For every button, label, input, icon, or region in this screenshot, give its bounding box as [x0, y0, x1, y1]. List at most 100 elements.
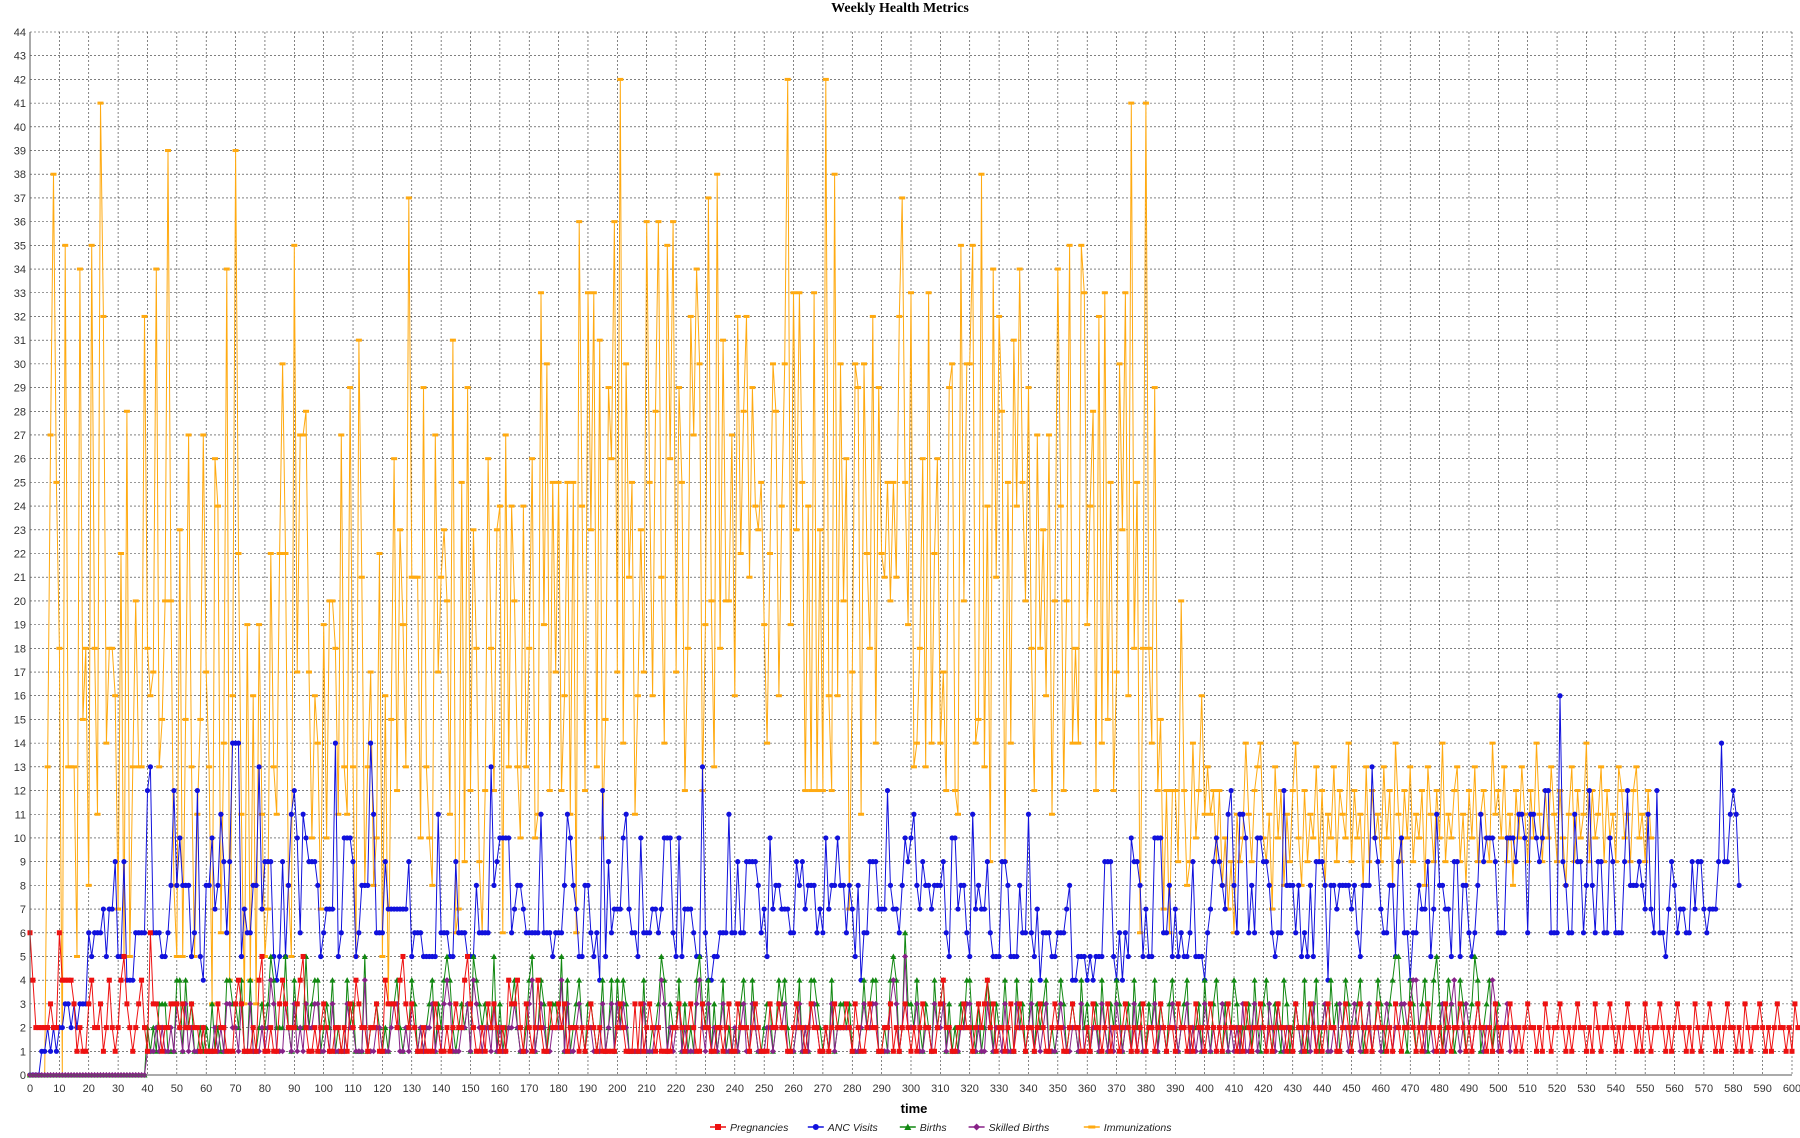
data-point [517, 882, 524, 888]
data-point [1351, 789, 1358, 793]
data-point [494, 859, 500, 865]
data-point [408, 977, 415, 983]
data-point [297, 977, 303, 983]
data-point [1407, 1001, 1413, 1007]
data-point [1202, 1048, 1208, 1054]
data-point [882, 1025, 888, 1031]
data-point [444, 1025, 450, 1031]
data-point [776, 1001, 782, 1007]
data-point [582, 789, 589, 793]
x-tick-label: 450 [1342, 1083, 1360, 1095]
data-point [133, 1025, 139, 1031]
x-tick-label: 240 [726, 1083, 744, 1095]
data-point [684, 646, 691, 650]
data-point [1284, 1048, 1290, 1054]
data-point [620, 1025, 626, 1031]
data-point [1084, 1000, 1091, 1007]
data-point [397, 528, 404, 532]
data-point [890, 953, 897, 959]
data-point [1525, 930, 1531, 936]
data-point [1201, 1000, 1208, 1007]
data-point [1604, 930, 1610, 936]
data-point [1465, 789, 1472, 793]
data-point [488, 1025, 494, 1031]
data-point [1304, 860, 1311, 864]
data-point [496, 1000, 503, 1007]
data-point [620, 835, 626, 841]
data-point [967, 953, 973, 960]
data-point [784, 77, 791, 81]
data-point [1196, 1025, 1202, 1031]
data-point [1175, 953, 1181, 960]
data-point [446, 812, 453, 816]
data-point [280, 977, 286, 983]
data-point [864, 930, 870, 936]
data-point [1064, 906, 1070, 912]
data-point [1766, 1025, 1772, 1031]
data-point [1345, 741, 1352, 745]
data-point [291, 1025, 297, 1031]
data-point [553, 1025, 559, 1031]
x-tick-label: 20 [83, 1083, 95, 1095]
data-point [1093, 789, 1100, 793]
data-point [1233, 812, 1240, 816]
data-point [1286, 860, 1293, 864]
data-point [235, 740, 242, 746]
data-point [1070, 1001, 1076, 1007]
data-point [1489, 741, 1496, 745]
data-point [1404, 1025, 1410, 1031]
data-point [1557, 1001, 1563, 1007]
x-tick-label: 80 [259, 1083, 271, 1095]
x-tick-label: 180 [549, 1083, 567, 1095]
data-point [156, 1025, 162, 1031]
data-point [1548, 1048, 1554, 1054]
data-point [1131, 1025, 1137, 1031]
data-point [1240, 811, 1246, 817]
x-tick-label: 150 [461, 1083, 479, 1095]
data-point [579, 953, 585, 960]
data-point [485, 457, 492, 461]
data-point [1054, 267, 1061, 271]
data-point [558, 953, 565, 959]
data-point [811, 1025, 817, 1031]
data-point [485, 1001, 491, 1007]
data-point [1292, 741, 1299, 745]
data-point [641, 1048, 647, 1054]
data-point [473, 1000, 480, 1007]
data-point [1319, 859, 1325, 865]
data-point [420, 386, 427, 390]
data-point [1172, 906, 1178, 912]
legend-label: ANC Visits [827, 1122, 879, 1134]
data-point [168, 1001, 174, 1007]
data-point [1031, 953, 1037, 960]
data-point [1389, 977, 1396, 983]
data-point [1228, 860, 1235, 864]
data-point [1028, 1000, 1035, 1007]
data-point [1184, 953, 1190, 960]
data-point [1598, 765, 1605, 769]
data-point [261, 954, 268, 958]
data-point [517, 836, 524, 840]
data-point [329, 599, 336, 603]
data-point [1763, 1048, 1769, 1054]
y-tick-label: 31 [14, 335, 26, 347]
data-point [488, 764, 494, 770]
data-point [1607, 835, 1613, 841]
data-point [643, 220, 650, 224]
data-point [1592, 930, 1598, 936]
data-point [740, 409, 747, 413]
data-point [1539, 860, 1546, 864]
x-tick-label: 330 [990, 1083, 1008, 1095]
y-tick-label: 40 [14, 122, 26, 134]
data-point [685, 1025, 691, 1031]
data-point [1002, 1048, 1008, 1054]
data-point [708, 599, 715, 603]
y-tick-label: 15 [14, 714, 26, 726]
data-point [826, 906, 832, 912]
data-point [960, 599, 967, 603]
data-point [896, 1048, 902, 1054]
data-point [1583, 741, 1590, 745]
data-point [1345, 882, 1352, 888]
data-point [1730, 787, 1736, 794]
y-tick-label: 23 [14, 525, 26, 537]
